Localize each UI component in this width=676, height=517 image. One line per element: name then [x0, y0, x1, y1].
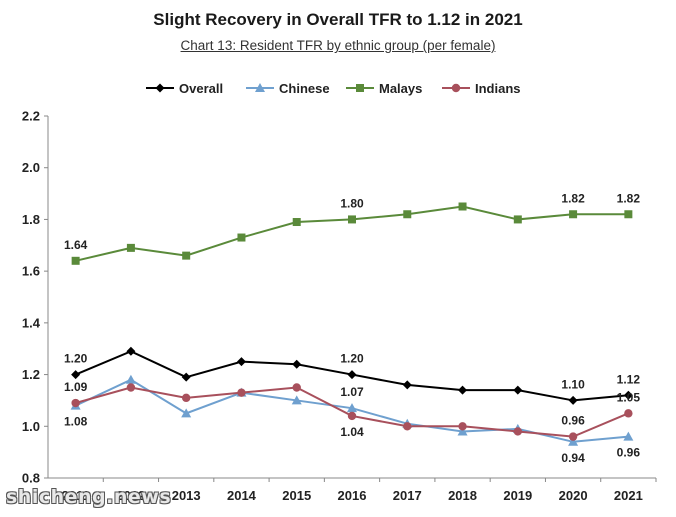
x-tick-label: 2016	[338, 488, 367, 503]
x-tick-label: 2020	[559, 488, 588, 503]
data-point-overall	[458, 385, 468, 395]
data-point-malays	[513, 215, 522, 224]
series-indians	[71, 383, 633, 441]
data-label: 0.96	[617, 446, 641, 460]
data-label: 1.08	[64, 415, 88, 429]
x-tick-label: 2019	[503, 488, 532, 503]
data-point-malays	[237, 233, 246, 242]
series-overall	[71, 346, 633, 405]
x-tick-label: 2018	[448, 488, 477, 503]
data-point-malays	[182, 251, 191, 260]
legend: Overall Chinese Malays Indians	[146, 81, 521, 96]
data-label: 1.05	[617, 390, 641, 404]
data-point-malays	[126, 243, 135, 252]
data-label: 1.20	[340, 352, 364, 366]
legend-item-chinese: Chinese	[246, 81, 330, 96]
data-point-overall	[292, 359, 302, 369]
data-label: 1.80	[340, 196, 364, 210]
legend-item-overall: Overall	[146, 81, 223, 96]
data-point-malays	[569, 210, 578, 219]
data-point-overall	[568, 395, 578, 405]
data-label: 1.82	[561, 191, 585, 205]
series-layer	[70, 202, 634, 446]
data-point-malays	[624, 210, 633, 219]
data-point-malays	[403, 210, 412, 219]
data-point-malays	[71, 256, 80, 265]
data-point-overall	[623, 390, 633, 400]
data-point-indians	[126, 383, 136, 392]
data-label: 1.07	[340, 385, 364, 399]
data-point-chinese	[347, 403, 357, 413]
y-tick-label: 1.8	[22, 212, 40, 227]
data-point-overall	[71, 370, 81, 380]
y-tick-label: 1.6	[22, 264, 40, 279]
watermark-text: shicheng.news	[6, 486, 172, 508]
data-point-malays	[348, 215, 356, 224]
legend-marker	[255, 83, 265, 92]
y-tick-label: 2.0	[22, 160, 40, 175]
data-point-indians	[71, 398, 80, 408]
data-point-overall	[126, 346, 136, 356]
y-tick-label: 1.2	[22, 367, 40, 382]
data-label: 0.96	[561, 414, 585, 428]
y-tick-label: 1.4	[22, 315, 41, 330]
x-tick-label: 2012	[116, 488, 145, 503]
data-label: 1.20	[64, 352, 88, 366]
y-tick-label: 1.0	[22, 419, 40, 434]
legend-label: Chinese	[279, 81, 330, 96]
data-label: 1.12	[617, 372, 641, 386]
data-point-chinese	[568, 436, 579, 446]
data-point-overall	[181, 372, 191, 382]
data-point-indians	[568, 432, 578, 441]
data-point-chinese	[623, 431, 634, 441]
data-point-chinese	[457, 426, 468, 436]
legend-label: Indians	[475, 81, 521, 96]
series-malays	[71, 202, 633, 265]
x-tick-label: 2015	[282, 488, 311, 503]
legend-marker	[356, 84, 364, 92]
data-point-overall	[236, 357, 246, 367]
series-line-malays	[75, 205, 629, 262]
data-label: 1.64	[64, 238, 88, 252]
data-point-chinese	[291, 395, 302, 405]
chart-title: Slight Recovery in Overall TFR to 1.12 i…	[153, 10, 523, 29]
data-label: 1.04	[340, 425, 364, 439]
data-point-malays	[292, 218, 301, 227]
x-tick-label: 2014	[227, 488, 257, 503]
legend-marker	[155, 83, 165, 93]
data-point-malays	[458, 202, 467, 211]
data-point-overall	[347, 370, 357, 380]
data-point-indians	[181, 393, 191, 403]
data-point-indians	[513, 427, 523, 436]
y-tick-label: 0.8	[22, 471, 40, 486]
data-point-indians	[347, 411, 357, 421]
data-label: 0.94	[561, 451, 585, 465]
data-point-indians	[403, 422, 412, 431]
axes: 0.8 1.0 1.2 1.4 1.6 1.8 2.0 2.2 2011 2012 2013 2014…	[22, 109, 657, 503]
data-point-overall	[513, 385, 523, 395]
legend-label: Overall	[179, 81, 223, 96]
data-point-indians	[292, 383, 301, 392]
data-label: 1.82	[617, 191, 641, 205]
legend-marker	[451, 83, 461, 93]
data-point-indians	[458, 422, 467, 431]
legend-item-indians: Indians	[442, 81, 521, 96]
chart-subtitle: Chart 13: Resident TFR by ethnic group (…	[180, 38, 496, 53]
legend-label: Malays	[379, 81, 422, 96]
data-label: 1.09	[64, 380, 88, 394]
data-label: 1.10	[561, 377, 585, 391]
legend-item-malays: Malays	[346, 81, 422, 96]
x-tick-label: 2021	[614, 488, 643, 503]
data-point-indians	[237, 388, 246, 397]
x-tick-label: 2017	[393, 488, 422, 503]
y-tick-label: 2.2	[22, 109, 40, 124]
x-tick-label: 2013	[172, 488, 201, 503]
data-point-overall	[402, 380, 412, 390]
data-point-chinese	[181, 408, 192, 418]
data-point-indians	[624, 409, 633, 418]
data-point-chinese	[125, 374, 136, 384]
data-labels: 1.64 1.80 1.82 1.82 1.20 1.20 1.10 1.12 1.09 1.08…	[64, 191, 640, 465]
x-tick-label: 2011	[62, 488, 90, 503]
